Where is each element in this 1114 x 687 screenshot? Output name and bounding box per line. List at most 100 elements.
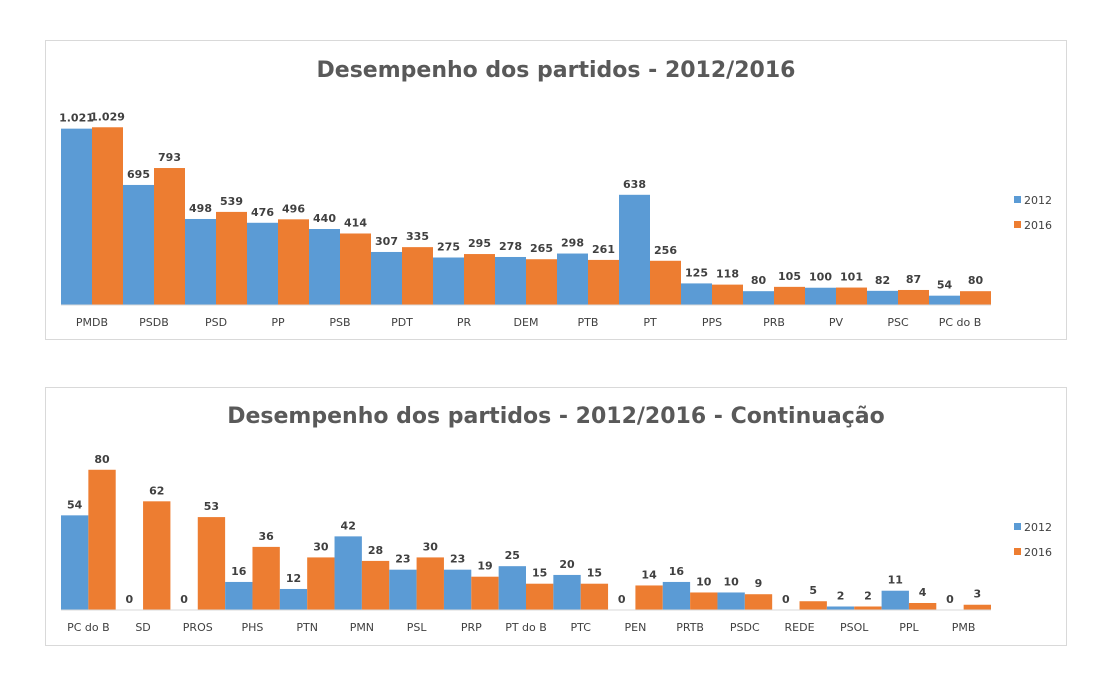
category-label: PSB: [329, 316, 350, 329]
category-label: PSDC: [730, 621, 760, 634]
data-label-2012: 638: [623, 178, 646, 191]
legend-swatch-2012: [1014, 523, 1021, 530]
bar-2012: [826, 606, 855, 610]
bar-2016: [588, 259, 619, 305]
chart-title: Desempenho dos partidos - 2012/2016: [317, 58, 796, 83]
category-label: PR: [457, 316, 472, 329]
category-label: PV: [829, 316, 844, 329]
category-label: REDE: [785, 621, 815, 634]
data-label-2016: 5: [809, 584, 817, 597]
category-label: PTN: [296, 621, 318, 634]
category-label: PPS: [702, 316, 722, 329]
data-label-2016: 87: [906, 273, 921, 286]
category-label: PMB: [952, 621, 976, 634]
bar-2016: [154, 168, 185, 305]
data-label-2012: 307: [375, 235, 398, 248]
bar-2016: [340, 233, 371, 305]
data-label-2016: 3: [973, 588, 981, 601]
data-label-2012: 54: [937, 279, 953, 292]
bar-2016: [774, 286, 805, 305]
bar-2012: [619, 194, 650, 305]
category-label: PTC: [571, 621, 592, 634]
data-label-2016: 539: [220, 195, 243, 208]
data-label-2012: 0: [126, 593, 134, 606]
data-label-2016: 261: [592, 243, 615, 256]
bar-2012: [185, 218, 216, 305]
category-label: PRTB: [676, 621, 704, 634]
legend-label-2012: 2012: [1024, 194, 1052, 207]
data-label-2012: 16: [231, 565, 247, 578]
bar-2016: [526, 259, 557, 305]
bar-2012: [557, 253, 588, 305]
bar-2016: [963, 604, 991, 610]
bar-2012: [371, 251, 402, 305]
data-label-2016: 19: [477, 560, 492, 573]
data-label-2012: 498: [189, 202, 212, 215]
data-label-2016: 30: [313, 540, 329, 553]
bar-2016: [744, 594, 773, 610]
data-label-2012: 23: [450, 553, 465, 566]
bar-2016: [898, 289, 929, 305]
bar-2012: [61, 515, 89, 610]
data-label-2016: 53: [204, 500, 219, 513]
bar-2016: [278, 219, 309, 305]
category-label: PSD: [205, 316, 227, 329]
data-label-2016: 15: [532, 567, 547, 580]
bar-2016: [799, 601, 827, 610]
data-label-2012: 80: [751, 274, 767, 287]
bar-2016: [252, 546, 280, 610]
bar-2012: [662, 581, 691, 610]
bar-2012: [681, 283, 712, 305]
data-label-2016: 496: [282, 202, 305, 215]
data-label-2016: 10: [696, 575, 712, 588]
data-label-2012: 25: [505, 549, 520, 562]
data-label-2016: 28: [368, 544, 383, 557]
bar-2016: [143, 501, 171, 610]
chart-panel-1: Desempenho dos partidos - 2012/2016 1.021…: [45, 40, 1067, 340]
data-label-2016: 105: [778, 270, 801, 283]
data-label-2012: 695: [127, 168, 150, 181]
data-label-2012: 0: [180, 593, 188, 606]
bar-2012: [225, 581, 253, 610]
category-label: PT do B: [505, 621, 547, 634]
data-label-2012: 82: [875, 274, 890, 287]
bar-2016: [580, 583, 609, 610]
bar-2016: [464, 254, 495, 305]
category-label: PT: [643, 316, 657, 329]
bar-2012: [443, 569, 472, 610]
bar-2016: [197, 517, 226, 610]
bar-2016: [908, 602, 937, 610]
bar-2012: [805, 287, 836, 305]
category-label: PMN: [350, 621, 374, 634]
bar-chart-1: Desempenho dos partidos - 2012/2016 1.021…: [59, 58, 1052, 329]
category-label: PP: [271, 316, 285, 329]
legend-swatch-2016: [1014, 548, 1021, 555]
bar-2012: [309, 229, 340, 305]
data-label-2016: 14: [641, 568, 657, 581]
bar-2012: [553, 574, 581, 610]
bar-2012: [123, 184, 154, 305]
data-label-2016: 793: [158, 151, 181, 164]
category-label: PROS: [183, 621, 213, 634]
bar-2016: [960, 291, 991, 305]
data-label-2012: 476: [251, 206, 274, 219]
bar-2016: [854, 606, 882, 610]
bar-2012: [881, 590, 909, 610]
data-label-2016: 295: [468, 237, 491, 250]
chart-title: Desempenho dos partidos - 2012/2016 - Co…: [227, 404, 885, 429]
category-label: SD: [135, 621, 150, 634]
bar-2016: [307, 557, 335, 610]
bar-2012: [334, 536, 362, 610]
data-label-2012: 125: [685, 266, 708, 279]
data-label-2016: 80: [968, 274, 984, 287]
category-label: PSDB: [139, 316, 169, 329]
category-label: PMDB: [76, 316, 108, 329]
data-label-2016: 414: [344, 216, 367, 229]
bar-2016: [416, 557, 444, 610]
data-label-2016: 265: [530, 242, 553, 255]
data-label-2016: 62: [149, 484, 164, 497]
bar-2012: [498, 566, 526, 610]
bar-2012: [61, 128, 92, 305]
legend-label-2016: 2016: [1024, 546, 1052, 559]
data-label-2016: 4: [919, 586, 927, 599]
